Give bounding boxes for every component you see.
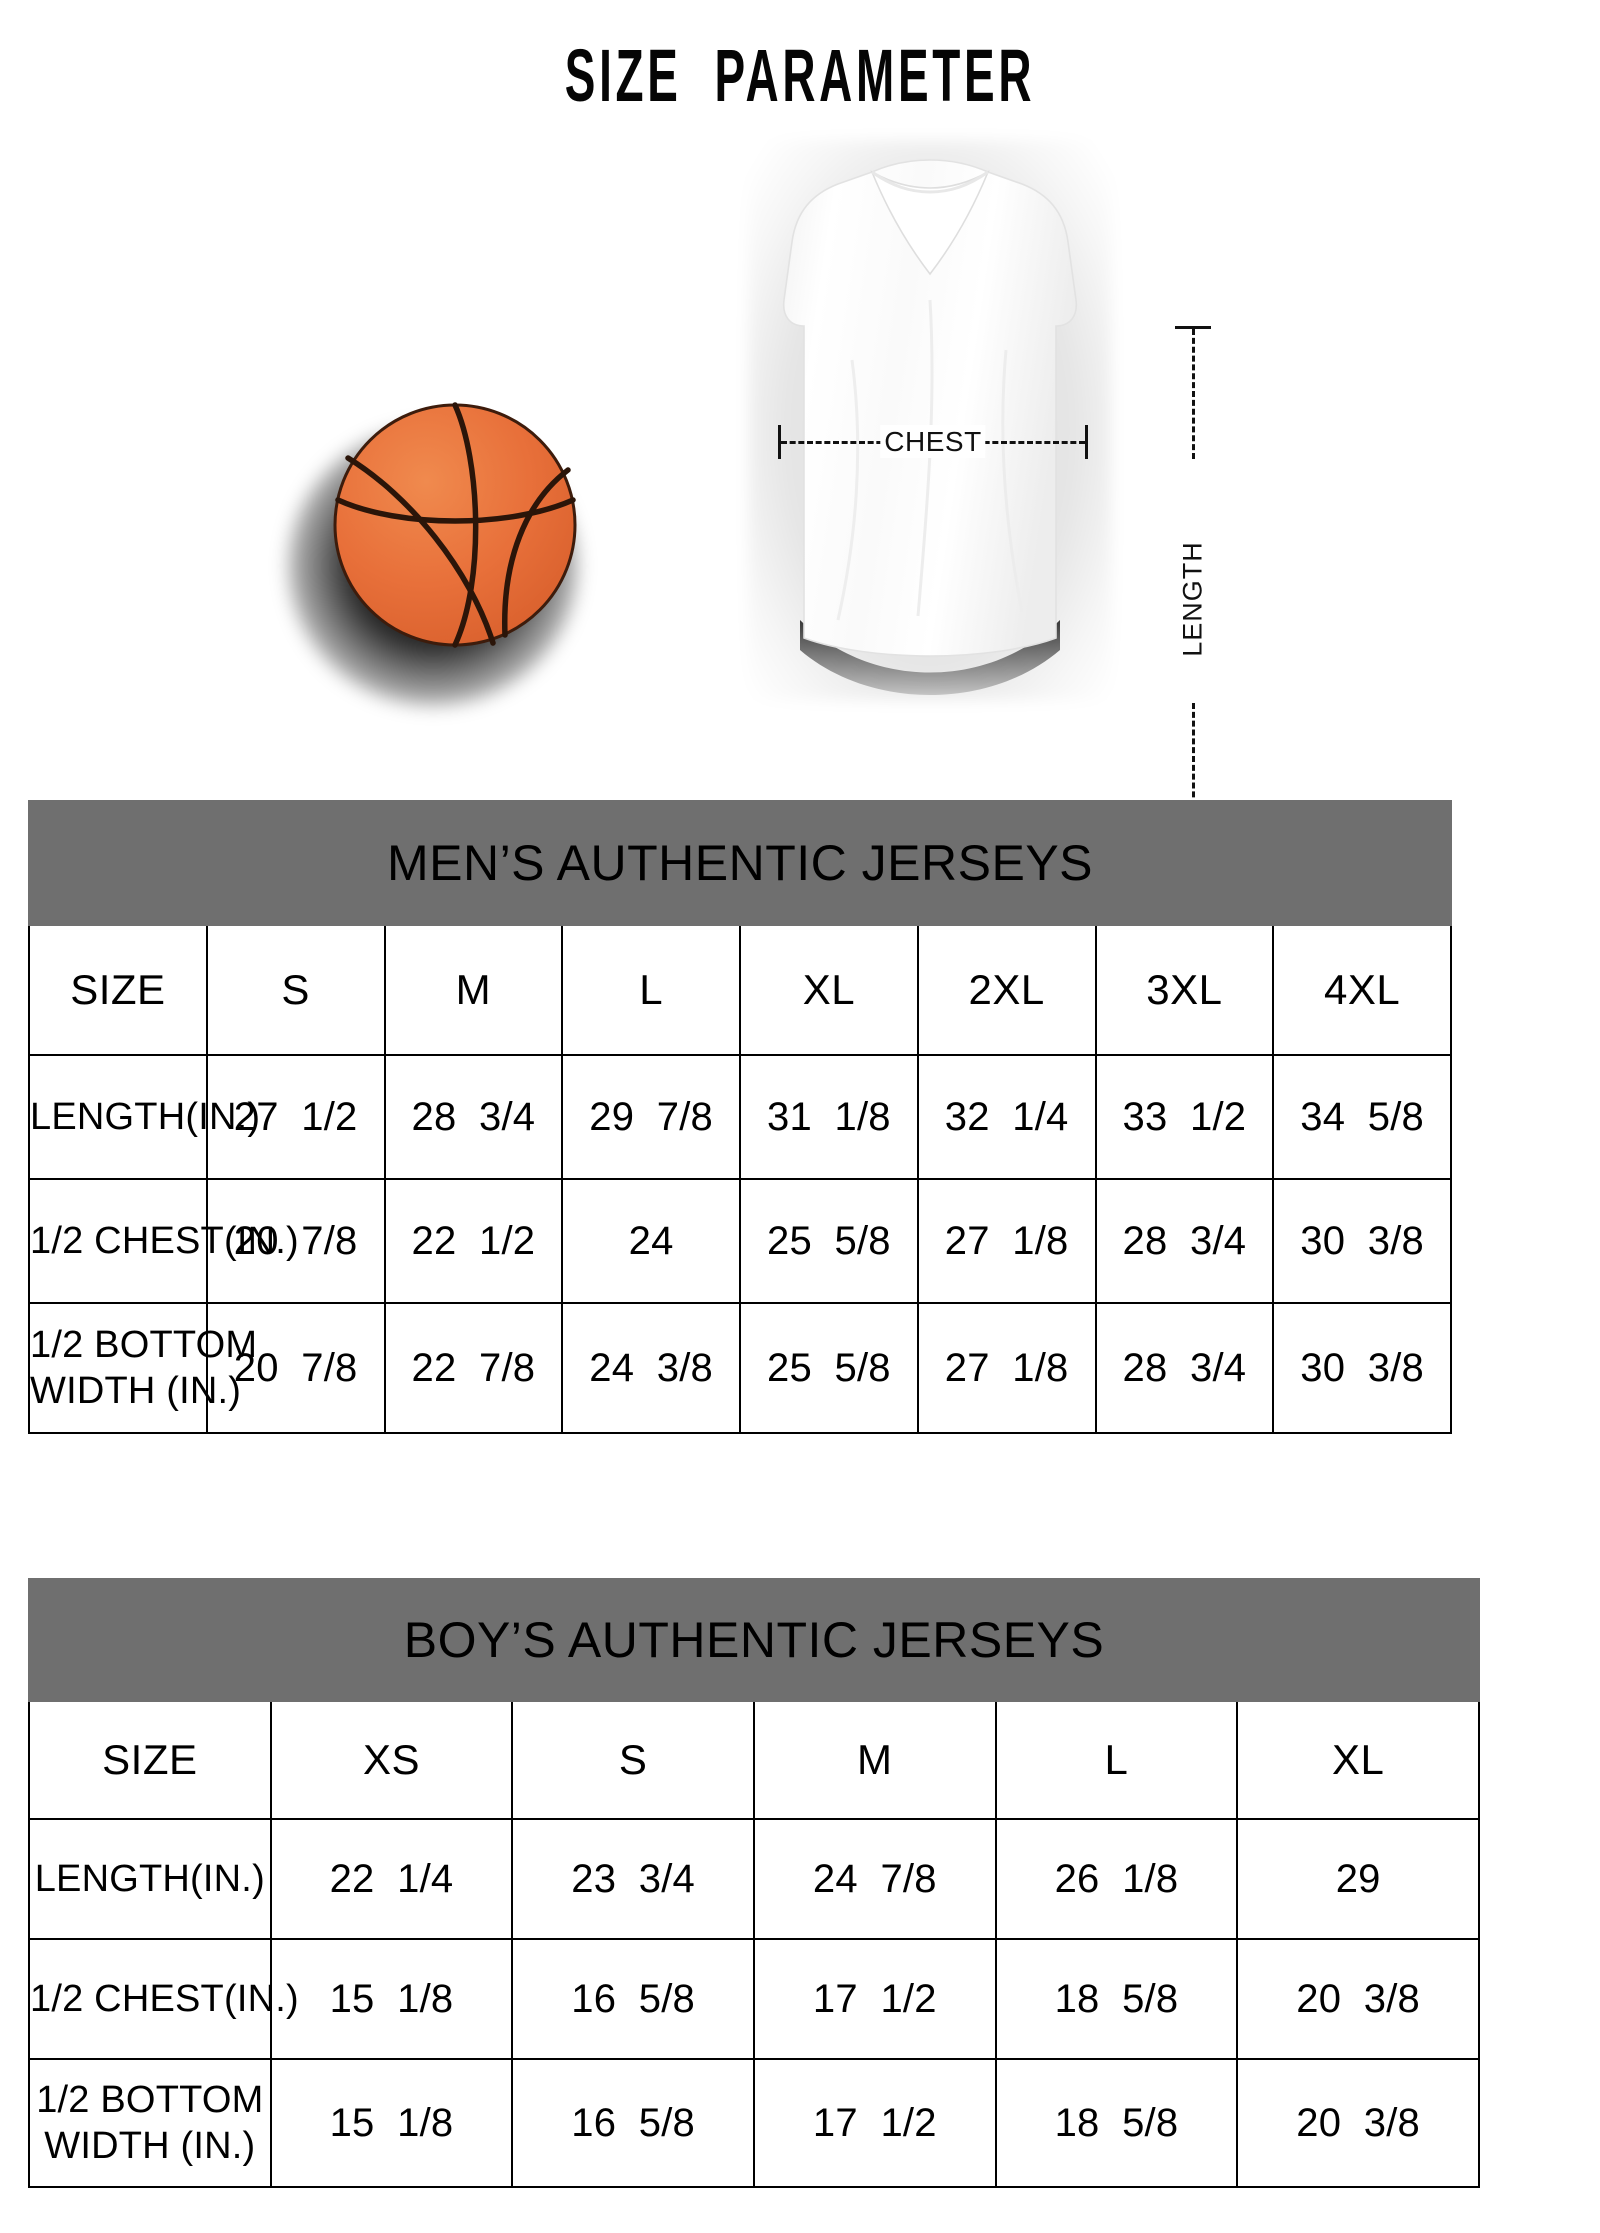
jersey-svg: [782, 159, 1078, 695]
mens-bottom-4xl: 30 3/8: [1272, 1302, 1452, 1434]
length-label: LENGTH: [1173, 538, 1213, 659]
mens-chest-4xl: 30 3/8: [1272, 1178, 1452, 1304]
mens-col-s: S: [205, 924, 386, 1056]
chest-tick-right: [1085, 425, 1088, 459]
length-tick-top: [1175, 326, 1211, 329]
mens-chest-2xl: 27 1/8: [916, 1178, 1097, 1304]
mens-bottom-xl: 25 5/8: [739, 1302, 919, 1434]
chest-dimension-line: CHEST: [778, 425, 1088, 459]
mens-length-l: 29 7/8: [561, 1054, 741, 1180]
length-dash-top: [1192, 329, 1195, 459]
boys-size-table: BOY’S AUTHENTIC JERSEYS SIZE XS S M L XL…: [28, 1578, 1480, 2188]
mens-bottom-l: 24 3/8: [561, 1302, 741, 1434]
mens-row-label-length: LENGTH(IN.): [28, 1054, 260, 1180]
boys-row-label-chest: 1/2 CHEST(IN.): [28, 1938, 299, 2060]
mens-table-title: MEN’S AUTHENTIC JERSEYS: [28, 800, 1452, 926]
boys-row-label-bottom-width-line1: 1/2 BOTTOM: [36, 2079, 264, 2121]
boys-col-l: L: [994, 1700, 1239, 1820]
jersey-icon: [748, 140, 1112, 700]
mens-col-size: SIZE: [28, 924, 208, 1056]
mens-col-2xl: 2XL: [916, 924, 1097, 1056]
boys-chest-m: 17 1/2: [752, 1938, 997, 2060]
page-title: SIZE PARAMETER: [564, 34, 1036, 117]
boys-chest-s: 16 5/8: [511, 1938, 755, 2060]
boys-row-label-bottom-width: 1/2 BOTTOM WIDTH (IN.): [28, 2058, 272, 2188]
mens-chest-xl: 25 5/8: [739, 1178, 919, 1304]
basketball-icon: [288, 400, 630, 706]
boys-chest-xs: 15 1/8: [269, 1938, 514, 2060]
table-row: 1/2 CHEST(IN.) 15 1/8 16 5/8 17 1/2 18 5…: [28, 1938, 1480, 2060]
mens-bottom-m: 22 7/8: [383, 1302, 564, 1434]
chest-tick-left: [778, 425, 781, 459]
boys-col-xs: XS: [269, 1700, 514, 1820]
boys-row-label-length: LENGTH(IN.): [28, 1818, 272, 1940]
length-dimension-line: LENGTH: [1173, 326, 1213, 871]
boys-row-label-bottom-width-line2: WIDTH (IN.): [44, 2125, 256, 2167]
boys-chest-xl: 20 3/8: [1236, 1938, 1480, 2060]
chest-dash-left: [781, 441, 891, 444]
mens-row-label-chest: 1/2 CHEST(IN.): [28, 1178, 299, 1304]
mens-col-4xl: 4XL: [1272, 924, 1452, 1056]
boys-col-s: S: [511, 1700, 755, 1820]
mens-length-4xl: 34 5/8: [1272, 1054, 1452, 1180]
mens-chest-l: 24: [561, 1178, 741, 1304]
table-row: 1/2 CHEST(IN.) 20 7/8 22 1/2 24 25 5/8 2…: [28, 1178, 1452, 1304]
boys-col-size: SIZE: [28, 1700, 272, 1820]
boys-length-xs: 22 1/4: [269, 1818, 514, 1940]
product-illustrations: CHEST LENGTH: [0, 140, 1600, 871]
table-row: LENGTH(IN.) 22 1/4 23 3/4 24 7/8 26 1/8 …: [28, 1818, 1480, 1940]
mens-chest-3xl: 28 3/4: [1094, 1178, 1275, 1304]
boys-length-m: 24 7/8: [752, 1818, 997, 1940]
mens-length-m: 28 3/4: [383, 1054, 564, 1180]
boys-bottom-xl: 20 3/8: [1236, 2058, 1480, 2188]
mens-length-2xl: 32 1/4: [916, 1054, 1097, 1180]
boys-band-row: BOY’S AUTHENTIC JERSEYS: [28, 1578, 1480, 1702]
boys-col-xl: XL: [1236, 1700, 1480, 1820]
boys-bottom-s: 16 5/8: [511, 2058, 755, 2188]
mens-col-xl: XL: [739, 924, 919, 1056]
mens-bottom-s: 20 7/8: [205, 1302, 386, 1434]
mens-header-row: SIZE S M L XL 2XL 3XL 4XL: [28, 924, 1452, 1056]
length-dash-bottom: [1192, 703, 1195, 868]
boys-bottom-m: 17 1/2: [752, 2058, 997, 2188]
mens-col-m: M: [383, 924, 564, 1056]
mens-chest-m: 22 1/2: [383, 1178, 564, 1304]
boys-table-title: BOY’S AUTHENTIC JERSEYS: [28, 1578, 1480, 1702]
table-row: 1/2 BOTTOM WIDTH (IN.) 20 7/8 22 7/8 24 …: [28, 1302, 1452, 1434]
mens-band-row: MEN’S AUTHENTIC JERSEYS: [28, 800, 1452, 926]
mens-bottom-3xl: 28 3/4: [1094, 1302, 1275, 1434]
boys-bottom-xs: 15 1/8: [269, 2058, 514, 2188]
mens-chest-s: 20 7/8: [205, 1178, 386, 1304]
mens-size-table: MEN’S AUTHENTIC JERSEYS SIZE S M L XL 2X…: [28, 800, 1452, 1434]
mens-length-xl: 31 1/8: [739, 1054, 919, 1180]
mens-col-3xl: 3XL: [1094, 924, 1275, 1056]
boys-length-l: 26 1/8: [994, 1818, 1239, 1940]
boys-bottom-l: 18 5/8: [994, 2058, 1239, 2188]
chest-label: CHEST: [880, 425, 986, 458]
mens-col-l: L: [561, 924, 741, 1056]
mens-row-label-bottom-width: 1/2 BOTTOM WIDTH (IN.): [28, 1302, 258, 1434]
table-row: LENGTH(IN.) 27 1/2 28 3/4 29 7/8 31 1/8 …: [28, 1054, 1452, 1180]
table-row: 1/2 BOTTOM WIDTH (IN.) 15 1/8 16 5/8 17 …: [28, 2058, 1480, 2188]
boys-length-xl: 29: [1236, 1818, 1480, 1940]
mens-length-s: 27 1/2: [205, 1054, 386, 1180]
boys-header-row: SIZE XS S M L XL: [28, 1700, 1480, 1820]
mens-bottom-2xl: 27 1/8: [916, 1302, 1097, 1434]
boys-chest-l: 18 5/8: [994, 1938, 1239, 2060]
mens-row-label-bottom-width-line2: WIDTH (IN.): [30, 1370, 242, 1412]
chest-dash-right: [975, 441, 1085, 444]
mens-length-3xl: 33 1/2: [1094, 1054, 1275, 1180]
basketball-svg: [333, 402, 577, 648]
mens-row-label-bottom-width-line1: 1/2 BOTTOM: [30, 1324, 258, 1366]
boys-col-m: M: [752, 1700, 997, 1820]
boys-length-s: 23 3/4: [511, 1818, 755, 1940]
